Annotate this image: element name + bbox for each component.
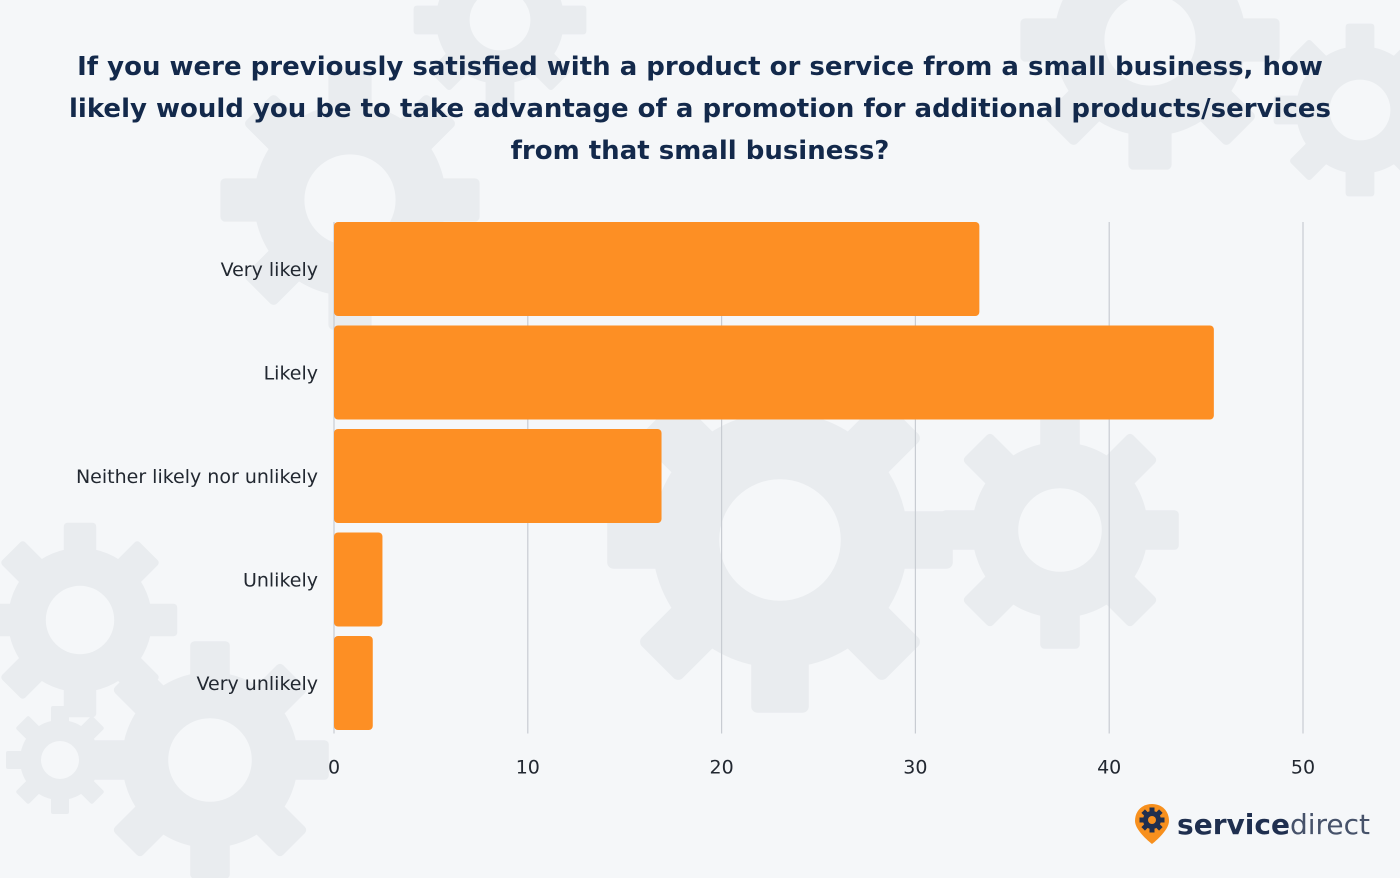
bar: [334, 325, 1214, 420]
x-tick-label: 30: [903, 757, 927, 779]
gear-pin-icon: [1135, 804, 1170, 844]
brand-name-part1: service: [1177, 807, 1290, 841]
category-label: Very unlikely: [197, 673, 319, 695]
brand-name: servicedirect: [1177, 808, 1370, 841]
x-tick-label: 20: [710, 757, 734, 779]
bars: [334, 222, 1214, 730]
x-axis-ticks: 0 10 20 30 40 50: [328, 757, 1315, 779]
x-tick-label: 0: [328, 757, 340, 779]
bar: [334, 222, 980, 316]
category-label: Unlikely: [243, 570, 318, 592]
x-tick-label: 10: [516, 757, 540, 779]
bar: [334, 532, 383, 627]
x-tick-label: 40: [1097, 757, 1121, 779]
category-label: Likely: [264, 363, 318, 385]
bar: [334, 636, 373, 730]
category-labels: Very likely Likely Neither likely nor unli…: [76, 259, 318, 695]
x-tick-label: 50: [1291, 757, 1315, 779]
bar: [334, 429, 662, 523]
category-label: Neither likely nor unlikely: [76, 466, 318, 488]
brand-logo: servicedirect: [1133, 802, 1370, 846]
chart-title: If you were previously satisfied with a …: [69, 52, 1331, 166]
category-label: Very likely: [221, 259, 318, 281]
brand-name-part2: direct: [1289, 807, 1370, 841]
